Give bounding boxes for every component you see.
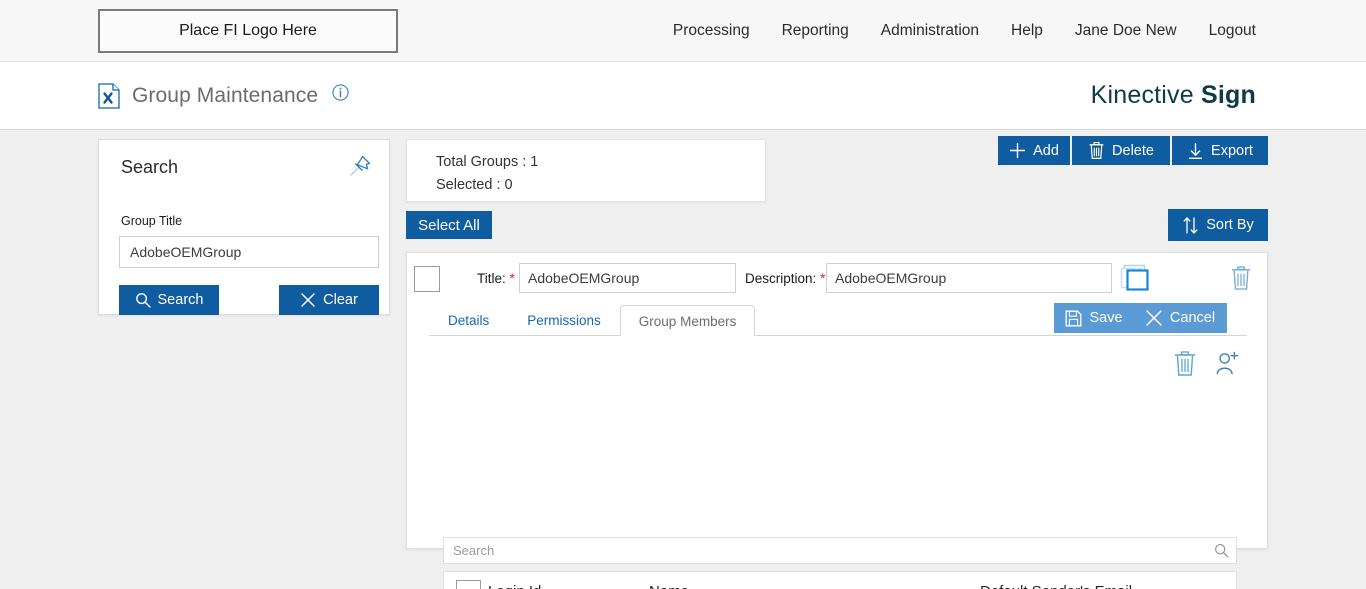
title-label-text: Title: <box>477 271 506 286</box>
members-table-header: Login Id Name Default Sender's Email <box>444 572 1236 589</box>
totals-panel: Total Groups : 1 Selected : 0 <box>406 139 766 202</box>
add-button-label: Add <box>1033 142 1059 159</box>
info-icon[interactable] <box>332 84 349 101</box>
search-panel: Search Group Title Search Clear <box>98 139 390 315</box>
group-title-input[interactable] <box>119 236 379 268</box>
search-icon <box>135 293 151 308</box>
description-required-mark: * <box>820 270 826 286</box>
select-all-button[interactable]: Select All <box>406 211 492 239</box>
search-icon[interactable] <box>1214 543 1229 558</box>
page-title-group: Group Maintenance <box>98 82 349 109</box>
top-navigation: Processing Reporting Administration Help… <box>673 0 1256 62</box>
pin-icon[interactable] <box>347 153 373 179</box>
save-button-label: Save <box>1089 310 1123 326</box>
main-content: Search Group Title Search Clear Total Gr… <box>0 130 1366 589</box>
cancel-button-label: Cancel <box>1169 310 1216 326</box>
top-bar: Place FI Logo Here Processing Reporting … <box>0 0 1366 62</box>
detail-tabs: Details Permissions Group Members <box>429 305 1247 336</box>
total-groups-count: Total Groups : 1 <box>436 154 539 170</box>
copy-icon[interactable] <box>1118 263 1152 295</box>
delete-button-label: Delete <box>1112 142 1154 159</box>
page-title: Group Maintenance <box>132 83 319 107</box>
clear-button[interactable]: Clear <box>279 285 379 315</box>
page-title-bar: Group Maintenance Kinective Sign <box>0 62 1366 130</box>
search-panel-heading: Search <box>121 157 179 177</box>
trash-icon <box>1089 142 1104 159</box>
sort-icon <box>1183 216 1198 234</box>
nav-item-administration[interactable]: Administration <box>880 22 980 39</box>
remove-member-icon[interactable] <box>1173 350 1197 377</box>
add-member-icon[interactable] <box>1215 350 1239 377</box>
title-required-mark: * <box>509 270 515 286</box>
nav-item-reporting[interactable]: Reporting <box>781 22 849 39</box>
cancel-button[interactable]: Cancel <box>1133 303 1227 333</box>
group-description-field[interactable] <box>826 263 1112 293</box>
fi-logo-placeholder: Place FI Logo Here <box>98 8 398 53</box>
save-icon <box>1066 310 1082 326</box>
tab-permissions[interactable]: Permissions <box>527 313 601 328</box>
document-x-icon <box>98 82 120 109</box>
toolbar-actions: Add Delete Export <box>998 136 1268 165</box>
brand-logo: Kinective Sign <box>1091 81 1256 110</box>
close-icon <box>1146 310 1162 326</box>
select-all-members-checkbox[interactable] <box>456 580 481 589</box>
fi-logo-text: Place FI Logo Here <box>179 21 317 39</box>
group-detail-panel: Title: * Description: * D <box>406 252 1268 589</box>
group-title-label: Group Title <box>121 214 183 228</box>
member-search-box <box>443 537 1237 564</box>
member-toolbar <box>1173 350 1239 377</box>
nav-item-processing[interactable]: Processing <box>672 22 750 39</box>
delete-button[interactable]: Delete <box>1072 136 1170 165</box>
brand-name-first: Kinective <box>1090 81 1194 109</box>
export-button-label: Export <box>1211 142 1253 159</box>
description-field-label: Description: * <box>745 270 826 286</box>
export-button[interactable]: Export <box>1172 136 1268 165</box>
members-table: Login Id Name Default Sender's Email imm… <box>443 571 1237 589</box>
search-button[interactable]: Search <box>119 285 219 315</box>
sort-by-label: Sort By <box>1206 217 1254 233</box>
add-button[interactable]: Add <box>998 136 1070 165</box>
brand-name-second: Sign <box>1201 81 1256 109</box>
title-field-label: Title: * <box>477 270 515 286</box>
search-button-label: Search <box>157 292 204 308</box>
delete-group-icon[interactable] <box>1230 265 1252 291</box>
select-all-label: Select All <box>418 216 480 234</box>
tab-group-members[interactable]: Group Members <box>619 305 756 336</box>
group-row-checkbox[interactable] <box>414 266 440 292</box>
column-header-name: Name <box>649 583 689 589</box>
nav-item-user-profile[interactable]: Jane Doe New <box>1074 22 1177 39</box>
column-header-sender-email: Default Sender's Email <box>980 583 1132 589</box>
nav-item-help[interactable]: Help <box>1011 22 1043 39</box>
group-row-header: Title: * Description: * <box>407 253 1267 305</box>
description-label-text: Description: <box>745 271 817 286</box>
group-title-field[interactable] <box>519 263 736 293</box>
tab-details[interactable]: Details <box>448 313 490 328</box>
save-button[interactable]: Save <box>1054 303 1134 333</box>
plus-icon <box>1010 143 1026 158</box>
download-icon <box>1189 142 1203 159</box>
clear-button-label: Clear <box>323 292 358 308</box>
selected-count: Selected : 0 <box>436 177 513 193</box>
close-icon <box>301 293 315 307</box>
member-search-input[interactable] <box>444 538 1204 563</box>
column-header-login-id: Login Id <box>488 583 541 589</box>
nav-item-logout[interactable]: Logout <box>1208 22 1256 39</box>
sort-by-button[interactable]: Sort By <box>1168 209 1268 241</box>
